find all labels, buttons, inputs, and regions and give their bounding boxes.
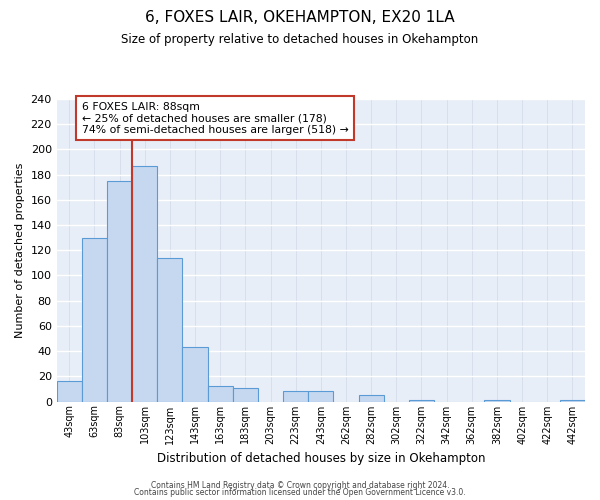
Bar [107,181,132,402]
Bar [182,348,208,402]
Bar [308,392,334,402]
Text: 6, FOXES LAIR, OKEHAMPTON, EX20 1LA: 6, FOXES LAIR, OKEHAMPTON, EX20 1LA [145,10,455,25]
Bar [359,395,384,402]
Bar [208,386,233,402]
Bar [132,166,157,402]
Text: Size of property relative to detached houses in Okehampton: Size of property relative to detached ho… [121,32,479,46]
Bar [484,400,509,402]
Text: 6 FOXES LAIR: 88sqm
← 25% of detached houses are smaller (178)
74% of semi-detac: 6 FOXES LAIR: 88sqm ← 25% of detached ho… [82,102,349,134]
Text: Contains public sector information licensed under the Open Government Licence v3: Contains public sector information licen… [134,488,466,497]
Bar [82,238,107,402]
Bar [157,258,182,402]
Bar [56,382,82,402]
Y-axis label: Number of detached properties: Number of detached properties [15,162,25,338]
Bar [233,388,258,402]
Bar [560,400,585,402]
X-axis label: Distribution of detached houses by size in Okehampton: Distribution of detached houses by size … [157,452,485,465]
Bar [409,400,434,402]
Bar [283,392,308,402]
Text: Contains HM Land Registry data © Crown copyright and database right 2024.: Contains HM Land Registry data © Crown c… [151,480,449,490]
